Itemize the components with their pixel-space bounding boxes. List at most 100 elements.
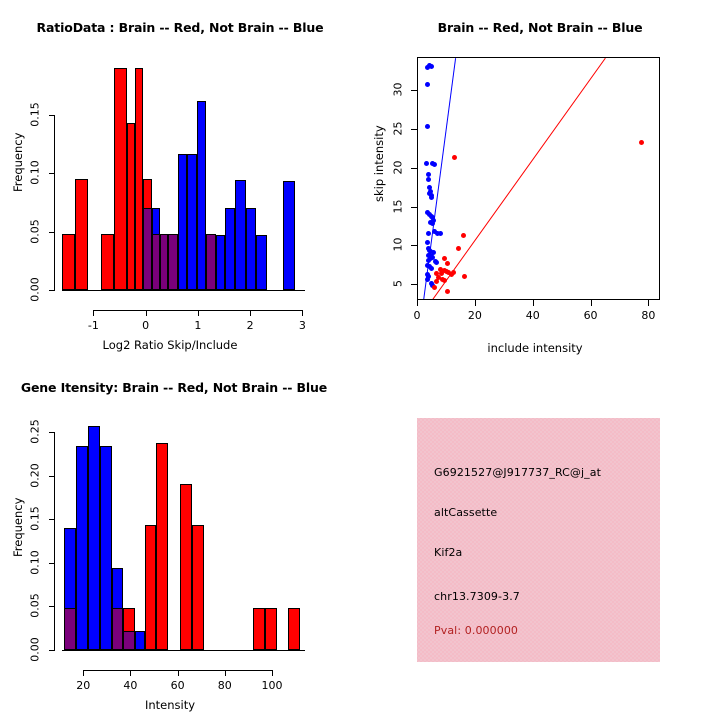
x-axis-tick-label: 0 <box>413 309 421 322</box>
histogram-bar <box>144 524 157 650</box>
x-axis-tick <box>532 300 534 306</box>
gene-hist-plot-area: 0.00 0.05 0.10 0.15 0.20 0.25 20 40 60 80 100 <box>0 360 360 720</box>
histogram-bar <box>135 67 143 290</box>
data-point <box>433 260 439 266</box>
gene-symbol-text: Kif2a <box>434 546 463 559</box>
data-point <box>438 266 444 272</box>
data-point <box>434 230 440 236</box>
scatter-plot-area: 5 10 15 20 25 30 0 20 40 60 80 <box>360 0 720 360</box>
baseline <box>62 650 305 651</box>
y-axis-tick-label: 10 <box>391 237 405 252</box>
data-point <box>438 271 444 277</box>
x-axis-tick <box>93 310 95 316</box>
histogram-bar <box>87 426 100 650</box>
histogram-bar <box>187 154 197 290</box>
data-point <box>450 270 456 276</box>
data-point <box>434 271 440 277</box>
y-axis-tick-label: 0.00 <box>28 637 42 662</box>
histogram-bar <box>264 608 277 650</box>
data-point <box>441 256 447 262</box>
data-point <box>456 245 461 251</box>
x-axis-tick <box>224 670 226 676</box>
x-axis-tick <box>177 670 179 676</box>
data-point <box>429 221 435 227</box>
histogram-bar <box>178 154 188 290</box>
reference-line-brain-slope <box>430 58 606 299</box>
data-point <box>433 279 439 285</box>
x-axis-tick-label: 80 <box>217 679 232 692</box>
histogram-bar <box>159 233 169 290</box>
histogram-bar <box>235 180 246 290</box>
data-point <box>426 177 432 182</box>
histogram-bar <box>99 446 112 650</box>
x-axis-line <box>83 670 272 671</box>
data-point <box>426 273 432 279</box>
x-axis-tick-label: 60 <box>583 309 598 322</box>
histogram-bar <box>179 483 192 650</box>
x-axis-tick <box>648 300 650 306</box>
x-axis-tick-label: 3 <box>298 319 306 332</box>
data-point <box>441 278 447 284</box>
x-axis-tick <box>271 670 273 676</box>
x-axis-tick-label: 20 <box>467 309 482 322</box>
data-point <box>437 230 443 236</box>
histogram-bar <box>62 233 76 290</box>
data-point <box>426 258 432 263</box>
x-axis-tick <box>417 300 418 306</box>
histogram-bar <box>191 524 204 650</box>
data-point <box>451 155 457 161</box>
x-axis-tick-label: 40 <box>123 679 138 692</box>
y-axis-tick-label: 0.00 <box>28 277 42 302</box>
data-point <box>424 124 430 130</box>
scatter-xlabel: include intensity <box>487 341 583 355</box>
histogram-bar <box>75 178 89 290</box>
y-axis-tick-label: 15 <box>391 199 405 214</box>
y-axis-tick <box>411 245 417 247</box>
y-axis-tick <box>49 231 55 233</box>
histogram-bar <box>123 630 136 650</box>
histogram-bar <box>215 235 226 290</box>
y-axis-tick-label: 25 <box>391 121 405 136</box>
y-axis-tick <box>49 475 55 477</box>
histogram-bar <box>101 233 115 290</box>
histogram-bar <box>282 181 295 290</box>
x-axis-tick-label: 100 <box>261 679 283 692</box>
y-axis-tick-label: 0.15 <box>28 101 42 127</box>
y-axis-line <box>54 432 55 650</box>
y-axis-tick <box>49 114 55 116</box>
histogram-bar <box>151 233 160 290</box>
data-point <box>460 233 466 239</box>
y-axis-tick <box>411 167 417 169</box>
y-axis-tick-label: 5 <box>391 280 405 288</box>
y-axis-tick <box>411 206 417 208</box>
scatter-frame <box>417 57 660 300</box>
data-point <box>639 139 645 145</box>
data-point <box>427 184 433 190</box>
gene-hist-title: Gene Itensity: Brain -- Red, Not Brain -… <box>20 380 328 395</box>
scatter-title: Brain -- Red, Not Brain -- Blue <box>437 20 643 35</box>
histogram-bar <box>245 208 257 290</box>
panel-intensity-scatter: Brain -- Red, Not Brain -- Blue skip int… <box>360 0 720 360</box>
data-point <box>423 160 429 166</box>
locus-text: chr13.7309-3.7 <box>434 590 520 603</box>
histogram-bar <box>288 608 301 650</box>
panel-annotation: G6921527@J917737_RC@j_at altCassette Kif… <box>360 360 720 720</box>
baseline <box>62 290 305 291</box>
histogram-bar <box>64 608 77 650</box>
x-axis-tick <box>83 670 85 676</box>
annotation-box: G6921527@J917737_RC@j_at altCassette Kif… <box>417 418 660 662</box>
histogram-bar <box>114 67 128 290</box>
data-point <box>425 81 431 87</box>
y-axis-tick <box>49 290 55 291</box>
data-point <box>427 248 433 254</box>
panel-gene-histogram: Gene Itensity: Brain -- Red, Not Brain -… <box>0 360 360 720</box>
histogram-bar <box>156 442 169 650</box>
probe-id-text: G6921527@J917737_RC@j_at <box>434 466 602 479</box>
data-point <box>428 194 434 200</box>
x-axis-tick-label: 20 <box>76 679 91 692</box>
x-axis-tick <box>197 310 199 316</box>
y-axis-tick <box>49 606 55 608</box>
y-axis-tick <box>411 284 417 286</box>
histogram-bar <box>135 630 145 650</box>
